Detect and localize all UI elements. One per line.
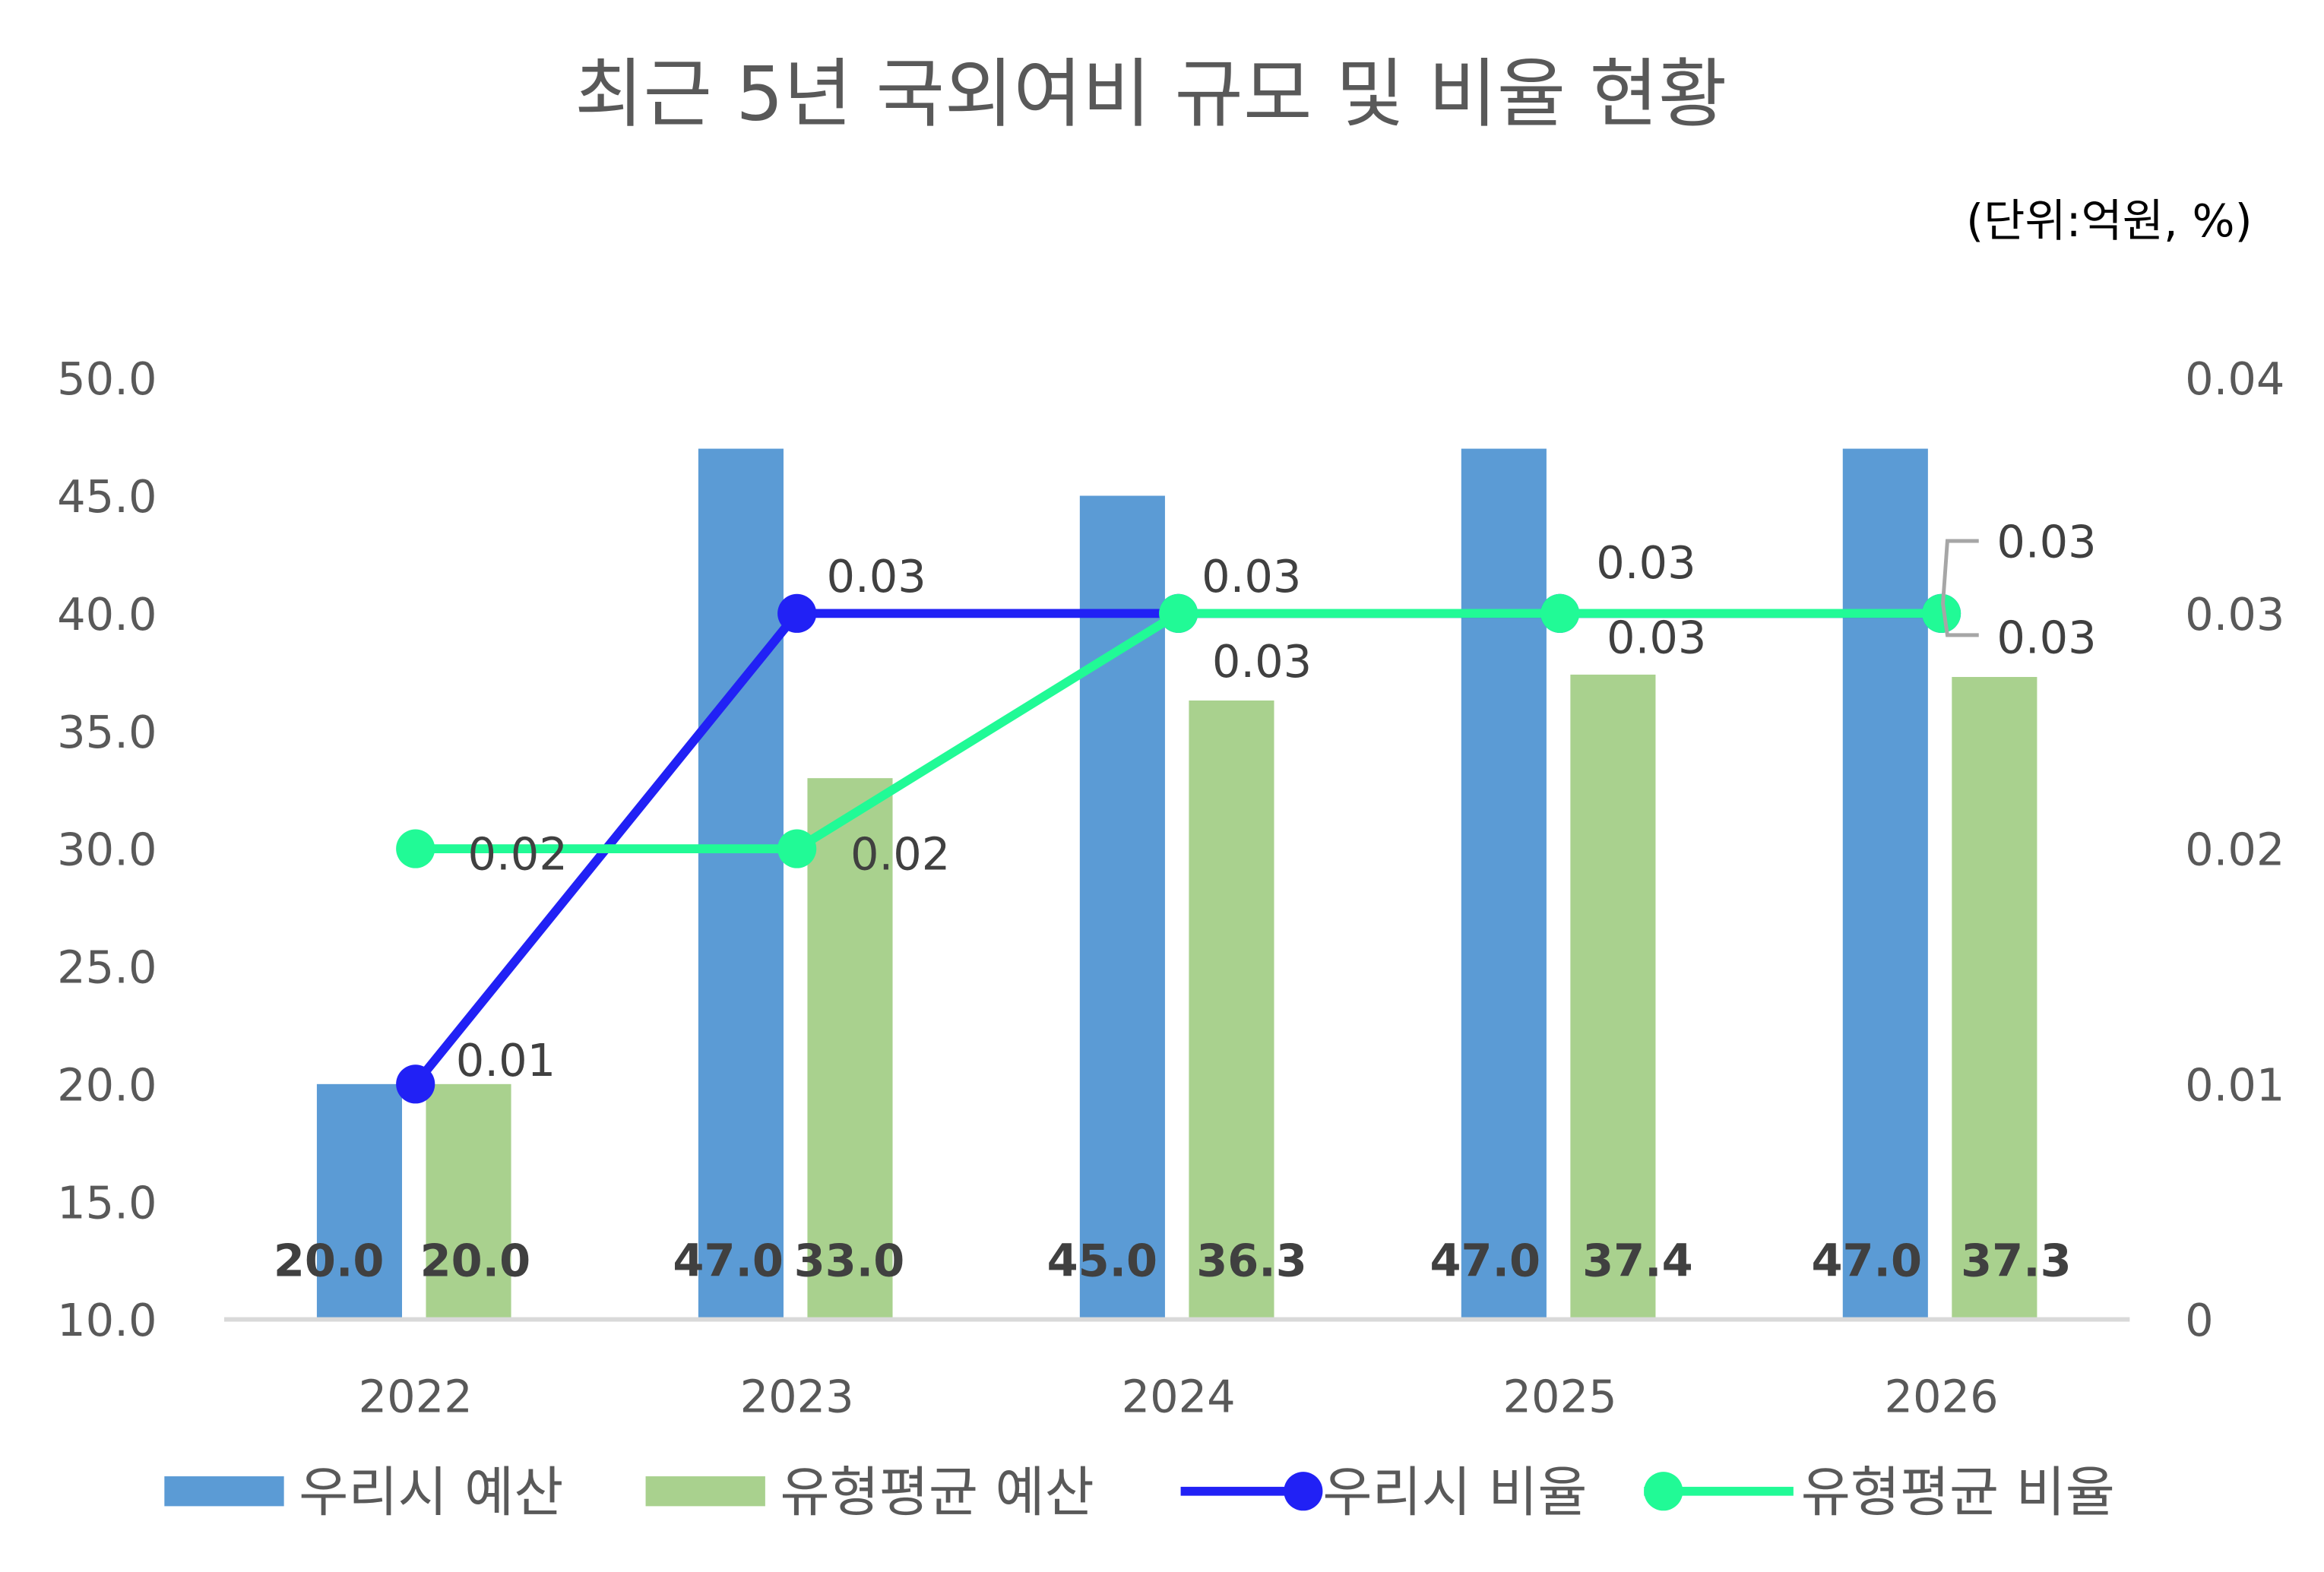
line-type-avg-ratio bbox=[415, 609, 1942, 853]
unit-note: (단위:억원, %) bbox=[1966, 195, 2253, 247]
line-marker bbox=[777, 829, 817, 868]
legend: 우리시 예산 유형평균 예산 우리시 비율 유형평균 비율 bbox=[164, 1460, 2115, 1523]
bar-data-label: 33.0 bbox=[794, 1235, 905, 1287]
bar-type-avg-budget bbox=[1189, 700, 1274, 1320]
legend-label: 유형평균 비율 bbox=[1801, 1460, 2115, 1523]
bar-our-city-budget bbox=[1461, 448, 1547, 1320]
x-axis-tick-label: 2025 bbox=[1503, 1370, 1617, 1422]
x-axis-tick-label: 2024 bbox=[1122, 1370, 1236, 1422]
bar-type-avg-budget bbox=[1570, 674, 1656, 1320]
left-axis-tick-label: 25.0 bbox=[57, 941, 157, 994]
left-axis-tick-label: 50.0 bbox=[57, 353, 157, 405]
bar-our-city-budget bbox=[698, 448, 784, 1320]
line-marker bbox=[1921, 593, 1961, 633]
left-axis-tick-label: 45.0 bbox=[57, 470, 157, 523]
line-data-label: 0.03 bbox=[1202, 550, 1301, 603]
line-data-label: 0.03 bbox=[1996, 611, 2096, 663]
line-data-label: 0.03 bbox=[1996, 516, 2096, 568]
left-axis-tick-label: 10.0 bbox=[57, 1294, 157, 1346]
bar-data-label: 47.0 bbox=[673, 1235, 784, 1287]
leader-line bbox=[1941, 539, 1979, 637]
right-axis-tick-label: 0.02 bbox=[2185, 824, 2284, 876]
bar-data-label: 36.3 bbox=[1196, 1235, 1307, 1287]
line-marker bbox=[1159, 593, 1198, 633]
chart-title: 최근 5년 국외여비 규모 및 비율 현황 bbox=[575, 51, 1727, 138]
line-data-label: 0.03 bbox=[1212, 635, 1312, 688]
right-axis-tick-label: 0 bbox=[2185, 1294, 2214, 1346]
line-marker bbox=[396, 829, 435, 868]
legend-marker bbox=[1644, 1472, 1683, 1511]
right-axis-tick-label: 0.04 bbox=[2185, 353, 2284, 405]
bar-data-label: 20.0 bbox=[274, 1235, 385, 1287]
line-data-label: 0.03 bbox=[827, 550, 926, 603]
line-marker bbox=[1540, 593, 1580, 633]
bar-our-city-budget bbox=[1079, 495, 1165, 1320]
line-data-label: 0.02 bbox=[468, 828, 568, 881]
bar-type-avg-budget bbox=[426, 1083, 511, 1320]
line-data-label: 0.03 bbox=[1607, 611, 1706, 663]
right-axis-tick-label: 0.03 bbox=[2185, 588, 2284, 641]
left-axis-tick-label: 20.0 bbox=[57, 1058, 157, 1111]
right-axis-tick-label: 0.01 bbox=[2185, 1058, 2284, 1111]
legend-label: 우리시 예산 bbox=[299, 1460, 563, 1523]
left-axis-tick-label: 40.0 bbox=[57, 588, 157, 641]
x-axis-tick-label: 2023 bbox=[740, 1370, 854, 1422]
bar-data-label: 47.0 bbox=[1811, 1235, 1922, 1287]
line-data-label: 0.03 bbox=[1596, 536, 1696, 589]
legend-label: 유형평균 예산 bbox=[780, 1460, 1094, 1523]
bar-type-avg-budget bbox=[1952, 676, 2037, 1320]
bar-our-city-budget bbox=[1842, 448, 1928, 1320]
legend-label: 우리시 비율 bbox=[1322, 1460, 1587, 1523]
left-axis-tick-label: 35.0 bbox=[57, 706, 157, 758]
legend-marker bbox=[1284, 1472, 1323, 1511]
bar-type-avg-budget bbox=[807, 778, 893, 1320]
bar-data-label: 47.0 bbox=[1430, 1235, 1540, 1287]
legend-swatch-type-avg-budget bbox=[645, 1476, 765, 1507]
line-data-label: 0.02 bbox=[850, 828, 950, 881]
left-axis-tick-label: 30.0 bbox=[57, 824, 157, 876]
x-axis-tick-label: 2026 bbox=[1884, 1370, 1998, 1422]
bar-data-label: 37.3 bbox=[1961, 1235, 2072, 1287]
x-axis-tick-label: 2022 bbox=[359, 1370, 473, 1422]
legend-swatch-our-city-budget bbox=[164, 1476, 284, 1507]
bar-data-label: 45.0 bbox=[1047, 1235, 1158, 1287]
line-data-label: 0.01 bbox=[456, 1034, 556, 1086]
left-axis-tick-label: 15.0 bbox=[57, 1176, 157, 1229]
line-marker bbox=[777, 593, 817, 633]
bar-our-city-budget bbox=[316, 1083, 403, 1320]
bar-data-label: 20.0 bbox=[420, 1235, 531, 1287]
bar-data-label: 37.4 bbox=[1582, 1235, 1693, 1287]
line-marker bbox=[396, 1064, 435, 1104]
